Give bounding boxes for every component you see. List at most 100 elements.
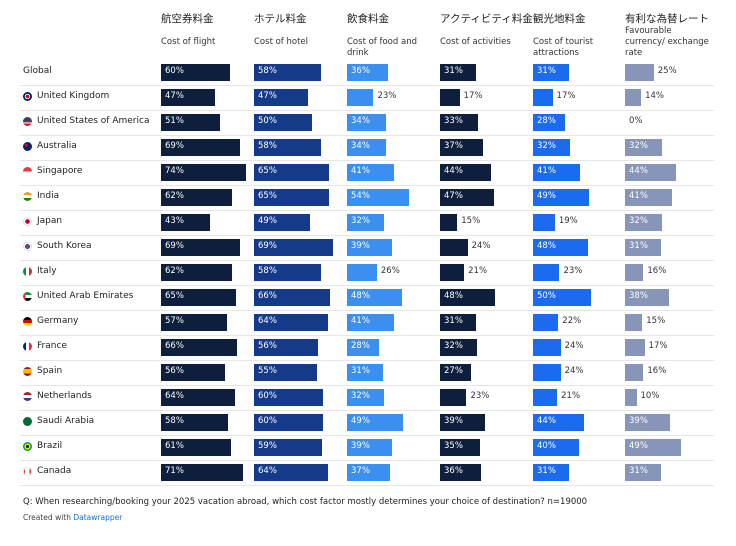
- value-label-food: 48%: [351, 291, 370, 301]
- value-label-hotel: 59%: [258, 441, 277, 451]
- bar-currency: [625, 414, 670, 431]
- bar-hotel: [254, 264, 321, 281]
- value-label-attractions: 31%: [537, 466, 556, 476]
- country-name: Spain: [37, 366, 63, 376]
- sa-flag-icon: [23, 416, 32, 426]
- bar-flight: [161, 364, 226, 381]
- value-label-currency: 44%: [629, 166, 648, 176]
- column-subtitle-attractions: Cost of tourist attractions: [533, 37, 594, 58]
- value-label-hotel: 69%: [258, 241, 277, 251]
- bar-activities: [440, 289, 496, 306]
- value-label-activities: 15%: [461, 216, 481, 226]
- jp-flag-icon: [23, 216, 32, 226]
- value-label-currency: 32%: [629, 141, 648, 151]
- value-label-attractions: 41%: [537, 166, 556, 176]
- country-name: Australia: [37, 141, 77, 151]
- bar-hotel: [254, 364, 318, 381]
- value-label-hotel: 65%: [258, 166, 277, 176]
- bar-currency: [625, 239, 661, 256]
- value-label-activities: 17%: [463, 91, 483, 101]
- bar-currency: [625, 139, 662, 156]
- credit-prefix: Created with: [23, 513, 74, 522]
- value-label-currency: 15%: [646, 316, 666, 326]
- value-label-attractions: 32%: [537, 141, 556, 151]
- bar-currency: [625, 389, 637, 406]
- table-row: Canada 71% 64% 37% 36% 31% 31%: [20, 460, 714, 486]
- bar-activities: [440, 64, 476, 81]
- country-label: United Arab Emirates: [23, 291, 133, 301]
- column-subtitle-flight: Cost of flight: [161, 37, 216, 47]
- country-label: United Kingdom: [23, 91, 109, 101]
- ca-flag-icon: [23, 466, 32, 476]
- value-label-hotel: 49%: [258, 216, 277, 226]
- bar-attractions: [533, 464, 569, 481]
- country-label: United States of America: [23, 116, 149, 126]
- table-row: Germany 57% 64% 41% 31% 22% 15%: [20, 310, 714, 336]
- country-label: Global: [23, 66, 52, 76]
- datawrapper-link[interactable]: Datawrapper: [73, 513, 123, 522]
- country-name: India: [37, 191, 60, 201]
- value-label-activities: 35%: [444, 441, 463, 451]
- bar-hotel: [254, 64, 321, 81]
- bar-flight: [161, 414, 228, 431]
- value-label-food: 41%: [351, 316, 370, 326]
- column-title-hotel: ホテル料金: [254, 13, 307, 25]
- value-label-food: 39%: [351, 441, 370, 451]
- country-name: Italy: [37, 266, 57, 276]
- bar-attractions: [533, 264, 560, 281]
- de-flag-icon: [23, 316, 32, 326]
- bar-food: [347, 264, 377, 281]
- bar-currency: [625, 314, 643, 331]
- table-row: France 66% 56% 28% 32% 24% 17%: [20, 335, 714, 361]
- table-row: Singapore 74% 65% 41% 44% 41% 44%: [20, 160, 714, 186]
- bar-activities: [440, 214, 458, 231]
- credit-line: Created with Datawrapper: [23, 513, 122, 522]
- value-label-flight: 56%: [165, 366, 184, 376]
- bar-activities: [440, 139, 483, 156]
- value-label-flight: 65%: [165, 291, 184, 301]
- country-name: Netherlands: [37, 391, 92, 401]
- bar-flight: [161, 139, 241, 156]
- bar-activities: [440, 439, 481, 456]
- bar-attractions: [533, 64, 569, 81]
- bar-food: [347, 114, 387, 131]
- bar-hotel: [254, 389, 323, 406]
- country-name: Germany: [37, 316, 79, 326]
- table-row: Italy 62% 58% 26% 21% 23% 16%: [20, 260, 714, 286]
- country-name: Canada: [37, 466, 72, 476]
- value-label-hotel: 64%: [258, 466, 277, 476]
- value-label-activities: 37%: [444, 141, 463, 151]
- bar-flight: [161, 164, 247, 181]
- country-name: Brazil: [37, 441, 63, 451]
- table-row: United Arab Emirates 65% 66% 48% 48% 50% 38%: [20, 285, 714, 311]
- value-label-attractions: 48%: [537, 241, 556, 251]
- value-label-food: 23%: [377, 91, 397, 101]
- bar-activities: [440, 239, 468, 256]
- bar-food: [347, 289, 403, 306]
- bar-food: [347, 164, 395, 181]
- value-label-food: 36%: [351, 66, 370, 76]
- bar-currency: [625, 264, 644, 281]
- value-label-hotel: 60%: [258, 416, 277, 426]
- value-label-flight: 43%: [165, 216, 184, 226]
- table-row: Spain 56% 55% 31% 27% 24% 16%: [20, 360, 714, 386]
- value-label-hotel: 55%: [258, 366, 277, 376]
- bar-hotel: [254, 139, 321, 156]
- bar-attractions: [533, 214, 555, 231]
- country-name: South Korea: [37, 241, 92, 251]
- value-label-food: 32%: [351, 216, 370, 226]
- nl-flag-icon: [23, 391, 32, 401]
- value-label-currency: 39%: [629, 416, 648, 426]
- column-subtitle-activities: Cost of activities: [440, 37, 511, 47]
- bar-food: [347, 414, 404, 431]
- bar-flight: [161, 264, 233, 281]
- country-label: Brazil: [23, 441, 62, 451]
- bar-activities: [440, 414, 485, 431]
- it-flag-icon: [23, 266, 32, 276]
- value-label-attractions: 17%: [556, 91, 576, 101]
- bar-hotel: [254, 414, 323, 431]
- value-label-currency: 41%: [629, 191, 648, 201]
- bar-attractions: [533, 439, 579, 456]
- bar-flight: [161, 389, 235, 406]
- bar-activities: [440, 164, 491, 181]
